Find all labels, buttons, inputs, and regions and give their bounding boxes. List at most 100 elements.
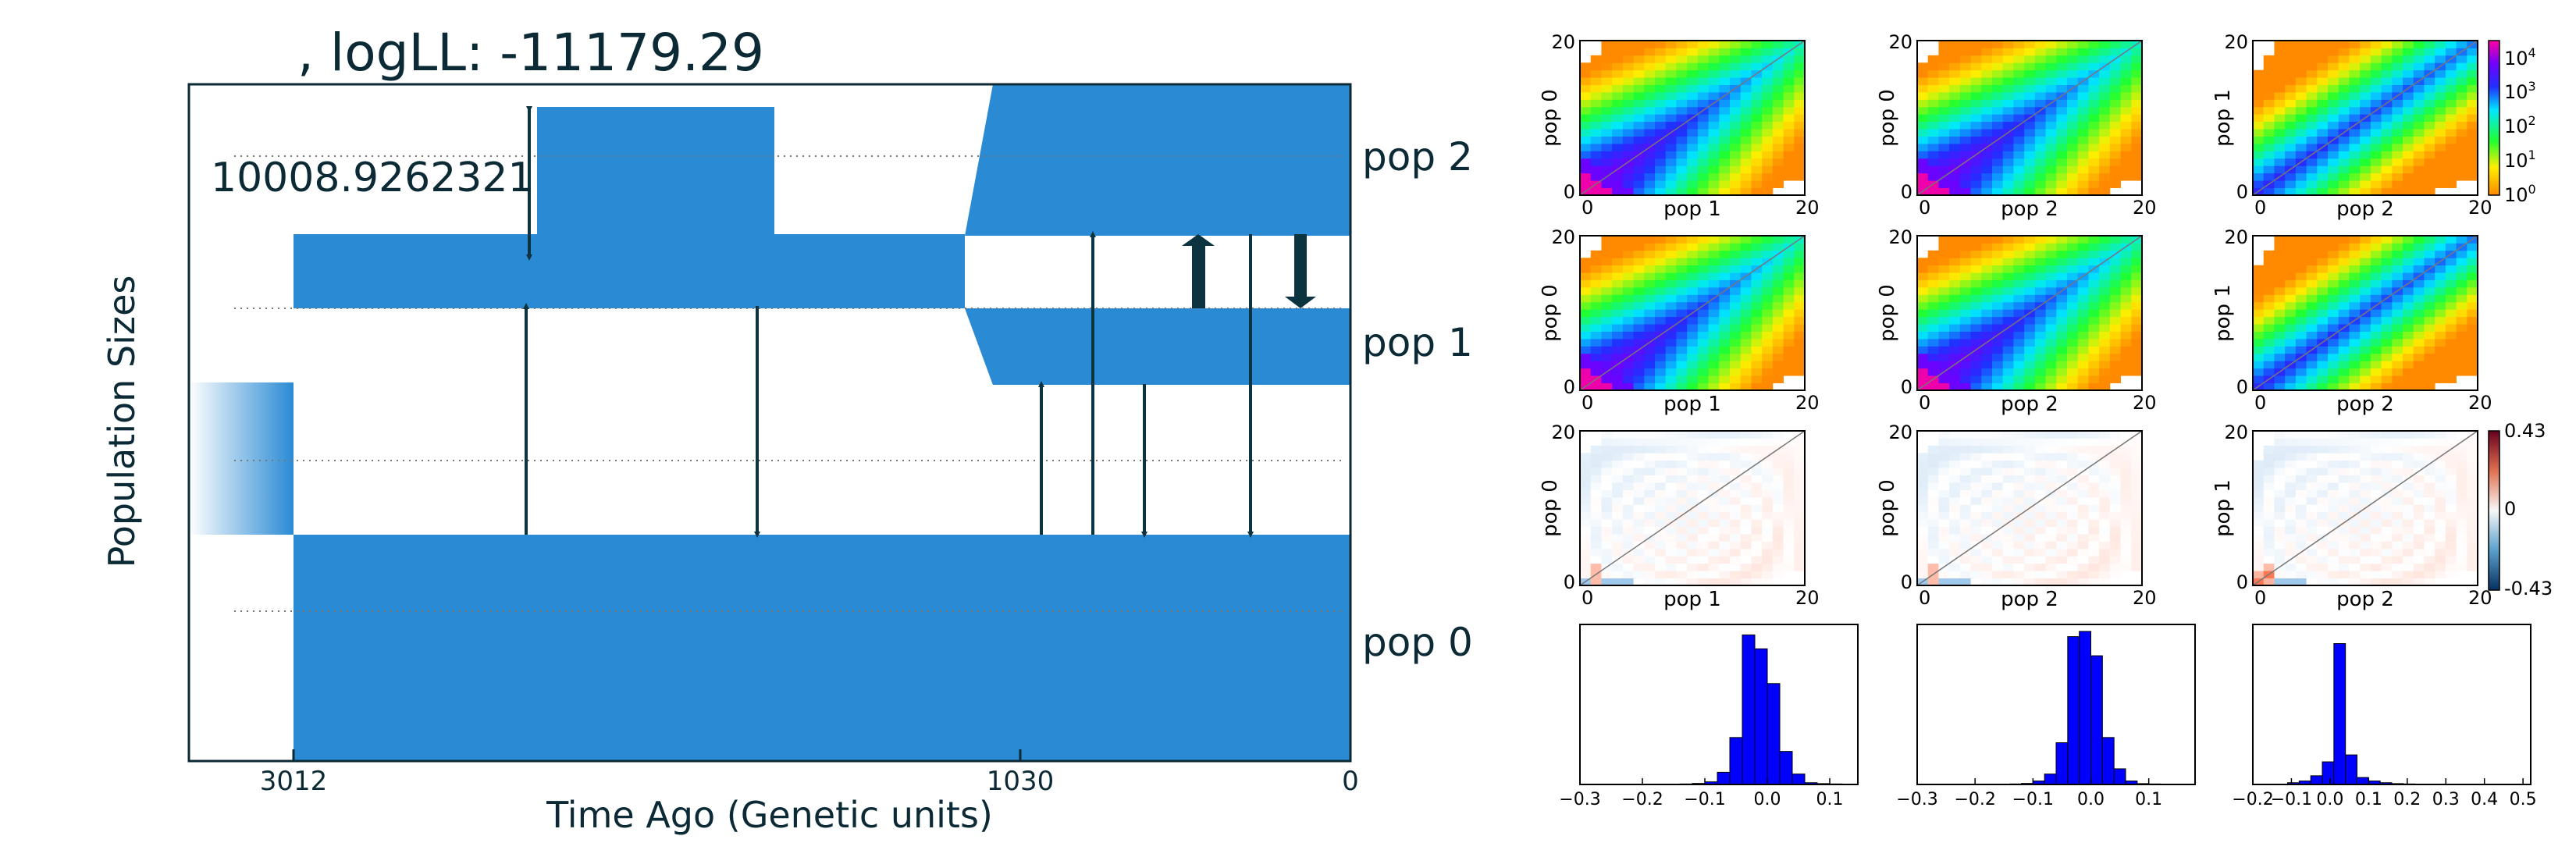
heatmap-cell: [2067, 136, 2079, 144]
heatmap-cell: [1719, 331, 1731, 340]
heatmap-cell: [1949, 460, 1961, 468]
heatmap-cell: [2445, 129, 2457, 137]
heatmap-cell: [2263, 445, 2275, 454]
heatmap-cell: [2099, 279, 2111, 288]
heatmap-cell: [2403, 301, 2414, 310]
heatmap-cell: [1794, 84, 1806, 93]
heatmap-cell: [1676, 136, 1688, 144]
heatmap-cell: [2435, 375, 2446, 383]
heatmap-cell: [2467, 563, 2478, 571]
heatmap-cell: [1970, 445, 1982, 454]
heatmap-cell: [2456, 106, 2467, 115]
heatmap-cell: [1612, 346, 1624, 354]
heatmap-cell: [2403, 534, 2414, 542]
heatmap-cell: [1783, 173, 1795, 181]
heatmap-cell: [1938, 361, 1950, 369]
heatmap-cell: [1719, 526, 1731, 535]
heatmap-cell: [2317, 556, 2329, 564]
heatmap-cell: [1633, 48, 1645, 56]
heatmap-cell: [2253, 489, 2265, 498]
heatmap-cell: [2338, 287, 2350, 295]
heatmap-cell: [1580, 496, 1592, 505]
heatmap-cell: [2338, 250, 2350, 258]
heatmap-cell: [1665, 272, 1677, 280]
heatmap-cell: [1772, 121, 1784, 130]
heatmap-cell: [1687, 272, 1699, 280]
heatmap-cell: [1794, 279, 1806, 288]
heatmap-cell: [1580, 129, 1592, 137]
heatmap-cell: [1676, 548, 1688, 557]
heatmap-cell: [1687, 99, 1699, 108]
heatmap-cell: [1730, 504, 1742, 513]
heatmap-cell: [2295, 187, 2307, 196]
heatmap-cell: [2306, 114, 2318, 123]
heatmap-cell: [2067, 69, 2079, 78]
heatmap-cell: [2456, 346, 2467, 354]
heatmap-cell: [1762, 489, 1774, 498]
x-tick-label: 0.1: [2135, 790, 2162, 809]
heatmap-cell: [1590, 69, 1602, 78]
heatmap-cell: [1970, 431, 1982, 439]
heatmap-cell: [2338, 460, 2350, 468]
heatmap-cell: [1992, 431, 2004, 439]
heatmap-cell: [2392, 496, 2403, 505]
heatmap-cell: [1762, 165, 1774, 174]
heatmap-cell: [2263, 496, 2275, 505]
heatmap-cell: [1633, 511, 1645, 520]
heatmap-cell: [1687, 180, 1699, 188]
heatmap-cell: [1601, 453, 1613, 461]
heatmap-cell: [1740, 114, 1752, 123]
heatmap-cell: [2403, 511, 2414, 520]
heatmap-cell: [2088, 144, 2100, 151]
heatmap-cell: [2109, 534, 2121, 542]
heatmap-cell: [2013, 92, 2025, 100]
heatmap-cell: [1992, 92, 2004, 100]
heatmap-cell: [2467, 460, 2478, 468]
heatmap-cell: [1917, 526, 1929, 535]
heatmap-cell: [2381, 236, 2393, 244]
heatmap-cell: [2024, 541, 2036, 550]
heatmap-cell: [2403, 69, 2414, 78]
histogram-panel: −0.3 −0.2 −0.1 0.0 0.1: [1559, 624, 1859, 809]
heatmap-cell: [1622, 578, 1634, 586]
heatmap-cell: [1633, 250, 1645, 258]
heatmap-cell: [1751, 578, 1763, 586]
heatmap-cell: [2467, 438, 2478, 446]
heatmap-cell: [2109, 92, 2121, 100]
heatmap-cell: [1601, 511, 1613, 520]
heatmap-cell: [2056, 272, 2068, 280]
heatmap-cell: [2295, 272, 2307, 280]
heatmap-cell: [1612, 368, 1624, 376]
heatmap-cell: [2013, 541, 2025, 550]
heatmap-cell: [1687, 316, 1699, 325]
heatmap-cell: [1917, 519, 1929, 527]
heatmap-cell: [2295, 375, 2307, 383]
heatmap-cell: [2131, 489, 2143, 498]
heatmap-cell: [2056, 165, 2068, 174]
heatmap-cell: [1927, 287, 1939, 295]
heatmap-cell: [2360, 453, 2371, 461]
heatmap-cell: [2413, 84, 2425, 93]
heatmap-cell: [1927, 453, 1939, 461]
heatmap-cell: [2295, 519, 2307, 527]
heatmap-cell: [2360, 55, 2371, 63]
heatmap-cell: [1719, 468, 1731, 475]
heatmap-cell: [2317, 453, 2329, 461]
heatmap-cell: [1959, 173, 1971, 181]
heatmap-cell: [1633, 324, 1645, 332]
heatmap-cell: [1655, 353, 1667, 361]
heatmap-frame: [1579, 40, 1806, 196]
heatmap-cell: [2024, 41, 2036, 48]
heatmap-cell: [2435, 468, 2446, 475]
heatmap-cell: [1751, 438, 1763, 446]
heatmap-cell: [1981, 445, 1993, 454]
heatmap-cell: [2381, 453, 2393, 461]
heatmap-cell: [2403, 243, 2414, 251]
heatmap-cell: [1938, 243, 1950, 251]
heatmap-cell: [1981, 250, 1993, 258]
heatmap-cell: [2413, 578, 2425, 586]
heatmap-cell: [1590, 279, 1602, 288]
heatmap-cell: [1938, 339, 1950, 347]
heatmap-cell: [2077, 48, 2089, 56]
